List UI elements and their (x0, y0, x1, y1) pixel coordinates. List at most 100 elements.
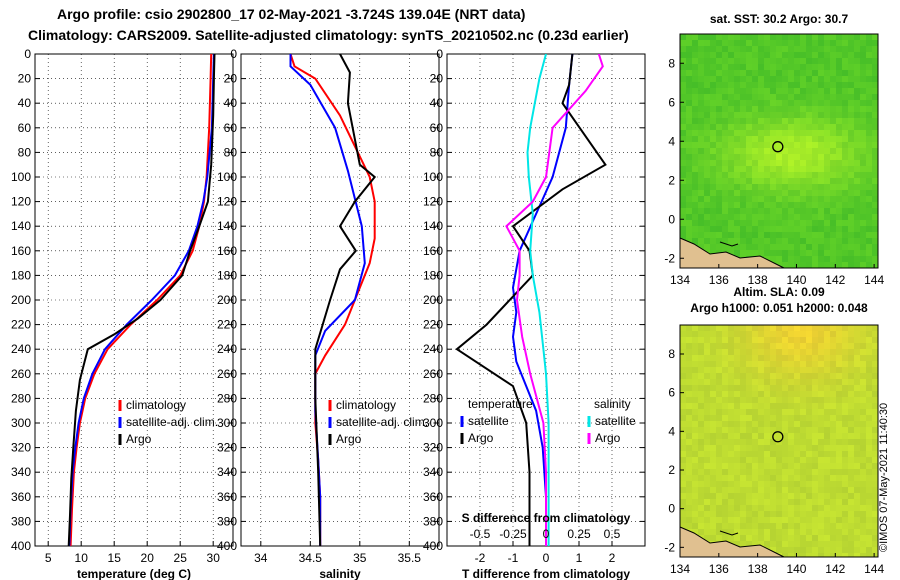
sst_map-cell (794, 94, 800, 100)
sst_map-cell (758, 190, 764, 196)
sla_map-cell (740, 499, 746, 505)
sst_map-cell (740, 88, 746, 94)
sla_map-cell (770, 535, 776, 541)
sst_map-cell (686, 142, 692, 148)
sla_map-cell (842, 337, 848, 343)
sst_map-cell (806, 208, 812, 214)
sst_map-cell (830, 124, 836, 130)
sla_map-cell (758, 493, 764, 499)
sst_map-cell (830, 190, 836, 196)
sst_map-cell (722, 166, 728, 172)
sla_map-cell (794, 367, 800, 373)
sst_map-cell (758, 100, 764, 106)
sst_map-cell (788, 202, 794, 208)
sst_map-cell (770, 214, 776, 220)
sst_map-cell (728, 136, 734, 142)
sst_map-cell (752, 52, 758, 58)
sla_map-cell (848, 451, 854, 457)
sst_map-cell (854, 184, 860, 190)
sla_map-cell (680, 343, 686, 349)
sst_map-cell (770, 82, 776, 88)
sst_map-cell (812, 64, 818, 70)
sst_map-cell (770, 58, 776, 64)
sla_map-cell (782, 385, 788, 391)
sla_map-cell (788, 367, 794, 373)
sst_map-cell (728, 88, 734, 94)
sla_map-cell (770, 403, 776, 409)
sla_map-cell (788, 409, 794, 415)
sst_map-cell (824, 262, 830, 268)
sst_map-cell (770, 64, 776, 70)
sst_map-cell (854, 172, 860, 178)
sla_map-cell (800, 355, 806, 361)
sla_map-cell (800, 427, 806, 433)
sst_map-cell (830, 166, 836, 172)
sst_map-cell (764, 136, 770, 142)
sla_map-cell (710, 517, 716, 523)
sla_map-cell (812, 451, 818, 457)
sst_map-cell (818, 184, 824, 190)
sla_map-cell (872, 505, 878, 511)
sla_map-cell (848, 385, 854, 391)
sla_map-cell (752, 445, 758, 451)
salinity-ytick-label: 360 (217, 490, 237, 504)
sst_map-cell (788, 190, 794, 196)
sst_map-cell (812, 40, 818, 46)
sst_map-cell (734, 106, 740, 112)
sla_map-cell (818, 535, 824, 541)
sst_map-cell (842, 46, 848, 52)
sla_map-cell (776, 349, 782, 355)
sla_map-cell (848, 487, 854, 493)
sla_map-cell (704, 343, 710, 349)
sst_map-cell (716, 34, 722, 40)
salinity-ytick-label: 220 (217, 318, 237, 332)
sla_map-cell (728, 331, 734, 337)
sst_map-cell (866, 34, 872, 40)
sst_map-cell (716, 70, 722, 76)
sla_map-cell (710, 337, 716, 343)
sst_map-cell (800, 238, 806, 244)
sst_map-cell (680, 166, 686, 172)
sst_map-cell (824, 64, 830, 70)
sst_map-cell (812, 238, 818, 244)
sla_map-cell (764, 409, 770, 415)
sla_map-cell (716, 343, 722, 349)
sla_map-cell (752, 331, 758, 337)
sla_map-cell (770, 493, 776, 499)
sst_map-cell (746, 40, 752, 46)
sst_map-cell (836, 40, 842, 46)
sst_map-cell (686, 172, 692, 178)
sst_map-cell (692, 232, 698, 238)
salinity-ytick-label: 260 (217, 367, 237, 381)
sst_map-cell (812, 190, 818, 196)
sla_map-cell (824, 451, 830, 457)
sst_map-cell (770, 154, 776, 160)
sla_map-cell (836, 493, 842, 499)
sst_map-cell (722, 112, 728, 118)
sst_map-cell (752, 70, 758, 76)
sla_map-cell (872, 427, 878, 433)
sla_map-cell (824, 325, 830, 331)
sla_map-cell (866, 445, 872, 451)
sst_map-cell (686, 70, 692, 76)
sla_map-ytick-label: -2 (664, 540, 675, 554)
sla_map-cell (698, 403, 704, 409)
sst_map-cell (866, 232, 872, 238)
sla_map-cell (710, 379, 716, 385)
temperature-ytick-label: 300 (11, 416, 31, 430)
sst_map-cell (860, 244, 866, 250)
sla_map-cell (764, 367, 770, 373)
sst_map-cell (836, 70, 842, 76)
sst_map-cell (680, 58, 686, 64)
sst_map-cell (680, 178, 686, 184)
sst_map-cell (836, 58, 842, 64)
sst_map-cell (692, 148, 698, 154)
sla_map-cell (812, 541, 818, 547)
sst_map-cell (764, 40, 770, 46)
sla_map-cell (806, 385, 812, 391)
sla_map-cell (794, 403, 800, 409)
sst_map-cell (728, 190, 734, 196)
sst_map-cell (776, 160, 782, 166)
sla_map-cell (860, 547, 866, 553)
sla_map-cell (758, 469, 764, 475)
